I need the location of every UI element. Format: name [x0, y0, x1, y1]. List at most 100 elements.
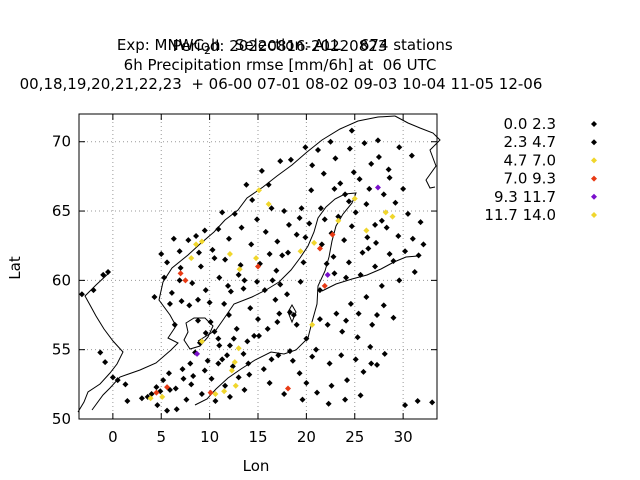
data-point: [176, 277, 183, 284]
data-point: [331, 185, 338, 192]
data-point: [372, 263, 379, 270]
data-point: [360, 368, 367, 375]
data-point: [414, 397, 421, 404]
data-point: [303, 379, 310, 386]
data-point: [245, 360, 252, 367]
data-point: [352, 356, 359, 363]
data-point: [215, 226, 222, 233]
data-point: [326, 360, 333, 367]
data-point: [374, 184, 381, 191]
data-point: [357, 392, 364, 399]
data-point: [182, 277, 189, 284]
data-point: [342, 396, 349, 403]
legend-marker: [591, 212, 597, 218]
data-point: [177, 264, 184, 271]
data-point: [285, 221, 292, 228]
data-point: [180, 375, 187, 382]
data-point: [351, 195, 358, 202]
data-point: [299, 396, 306, 403]
data-point: [311, 239, 318, 246]
data-point: [293, 321, 300, 328]
data-point: [216, 274, 223, 281]
data-point: [216, 342, 223, 349]
legend-label: 7.0 9.3: [504, 170, 556, 188]
data-point: [298, 205, 305, 212]
data-point: [172, 385, 179, 392]
legend-marker: [591, 175, 597, 182]
data-point: [255, 316, 261, 323]
data-point: [158, 251, 165, 258]
data-point: [265, 201, 272, 208]
data-point: [188, 255, 195, 262]
x-tick-label: 10: [200, 428, 219, 446]
legend: 0.0 2.32.3 4.74.7 7.07.0 9.39.3 11.711.7…: [484, 115, 597, 224]
legend-marker: [591, 193, 597, 200]
data-point: [345, 198, 352, 205]
data-point: [224, 352, 231, 359]
data-point: [124, 397, 131, 404]
data-point: [147, 395, 154, 402]
data-point: [153, 384, 160, 391]
data-point: [226, 342, 233, 349]
chart-title-line-1: Exp: MNWC2h Selection: ALL 674 stations: [0, 18, 560, 57]
data-point: [164, 407, 171, 414]
data-point: [378, 217, 385, 224]
data-point: [273, 267, 280, 274]
data-point: [255, 332, 262, 339]
data-point: [170, 235, 177, 242]
data-point: [335, 213, 342, 220]
data-point: [324, 321, 331, 328]
data-point: [241, 386, 248, 393]
y-tick-label: 55: [52, 341, 71, 359]
data-point: [277, 158, 284, 165]
data-point: [329, 231, 336, 238]
data-point: [254, 216, 261, 223]
data-point: [284, 385, 291, 392]
data-point: [212, 397, 219, 404]
data-point: [272, 296, 279, 303]
data-point: [207, 389, 214, 396]
data-point: [390, 314, 397, 321]
data-point: [348, 223, 355, 230]
data-point: [208, 375, 215, 382]
legend-marker: [591, 157, 597, 164]
data-point: [386, 174, 393, 181]
data-point: [385, 166, 392, 173]
data-point: [402, 248, 409, 255]
data-point: [303, 335, 310, 342]
coastline-gotland: [287, 303, 297, 324]
data-point: [335, 217, 342, 224]
data-point: [243, 181, 250, 188]
data-point: [363, 201, 370, 208]
data-point: [318, 241, 325, 248]
legend-marker: [591, 121, 597, 127]
data-point: [367, 343, 374, 350]
data-point: [321, 282, 328, 289]
data-point: [341, 237, 348, 244]
data-point: [306, 220, 313, 227]
y-tick-label: 70: [52, 133, 71, 151]
data-point: [78, 291, 85, 298]
data-point: [268, 356, 275, 363]
data-point: [343, 274, 350, 281]
data-point: [374, 361, 381, 368]
data-point: [178, 298, 185, 305]
data-point: [235, 345, 242, 352]
coastline-baltic: [194, 192, 357, 406]
data-point: [225, 282, 232, 289]
data-point: [261, 287, 268, 294]
data-point: [253, 255, 260, 262]
data-point: [347, 300, 354, 307]
data-point: [226, 393, 233, 400]
data-point: [296, 370, 303, 377]
data-point: [238, 224, 245, 231]
data-point: [248, 241, 255, 248]
data-point: [168, 289, 175, 296]
data-point: [325, 400, 332, 407]
data-point: [314, 389, 321, 396]
data-point: [231, 210, 238, 217]
data-point: [225, 312, 232, 319]
data-point: [378, 282, 385, 289]
legend-label: 9.3 11.7: [494, 188, 556, 206]
data-point: [287, 156, 294, 163]
